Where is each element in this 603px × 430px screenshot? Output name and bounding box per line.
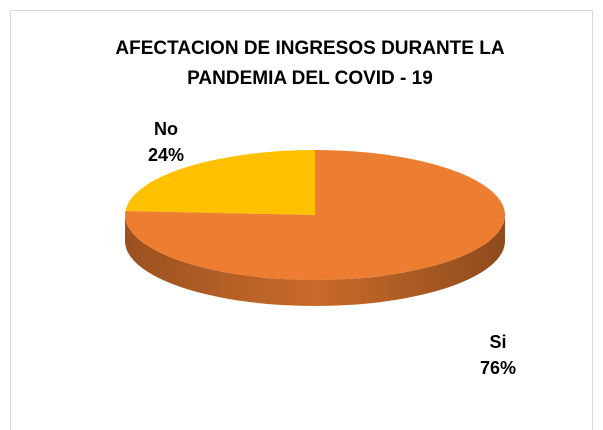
value-label: 24% [148, 145, 184, 165]
slice-side-shade [125, 215, 505, 306]
category-label: Si [489, 332, 506, 352]
category-label: No [154, 119, 178, 139]
value-label: 76% [480, 358, 516, 378]
chart-title: AFECTACION DE INGRESOS DURANTE LA PANDEM… [115, 38, 505, 89]
slice [125, 150, 315, 215]
